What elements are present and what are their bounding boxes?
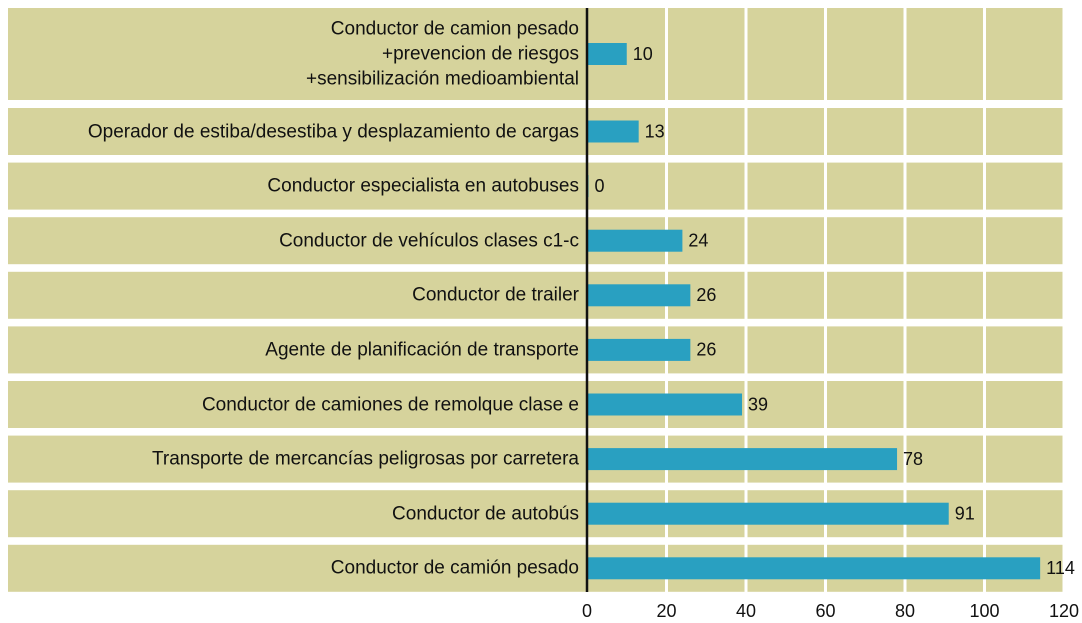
bar [587,502,949,525]
y-tick-label: Conductor de camiones de remolque clase … [201,394,579,415]
bar [587,284,691,307]
value-label: 24 [688,230,708,250]
value-label: 13 [645,121,665,141]
x-tick-label: 100 [969,601,999,621]
y-tick-label: Conductor de vehículos clases c1-c [279,230,579,252]
bar [587,229,683,252]
bar [587,338,691,361]
value-label: 39 [748,394,768,414]
y-tick-label: Conductor de autobús [392,503,579,525]
bar [587,120,639,143]
row-band [8,326,1064,374]
value-label: 91 [955,503,975,523]
y-tick-label: Agente de planificación de transporte [265,339,579,361]
y-tick-label: Conductor de trailer [412,284,579,306]
y-tick-label: Conductor de camión pesado [330,557,579,579]
x-tick-label: 120 [1049,601,1079,621]
value-label: 0 [595,176,605,196]
row-band [8,162,1064,210]
y-tick-label: Conductor de camion pesado +prevencion d… [305,18,579,90]
bar [587,557,1041,580]
y-tick-label: Operador de estiba/desestiba y desplazam… [87,121,579,142]
y-tick-label: Transporte de mercancías peligrosas por … [152,448,579,470]
value-label: 26 [696,285,716,305]
row-band [8,108,1064,155]
row-band [8,271,1064,319]
value-label: 114 [1046,558,1075,578]
x-tick-label: 60 [815,601,835,621]
value-label: 78 [903,449,923,469]
row-band [8,8,1064,100]
x-tick-label: 0 [582,601,592,621]
value-label: 10 [633,44,653,64]
x-tick-label: 20 [656,601,676,621]
bar [587,43,627,65]
bar [587,393,743,416]
x-tick-label: 40 [736,601,756,621]
value-label: 26 [696,340,716,360]
bar [587,448,898,471]
row-band [8,381,1064,428]
x-tick-label: 80 [895,601,915,621]
row-band [8,217,1064,265]
y-tick-label: Conductor especialista en autobuses [267,175,579,197]
